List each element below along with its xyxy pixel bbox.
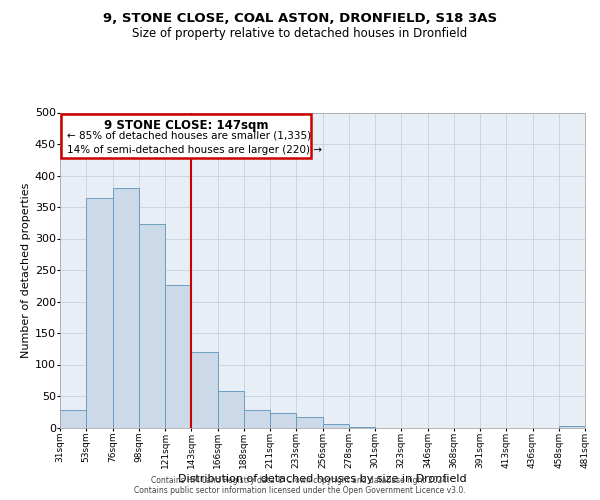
Text: Contains public sector information licensed under the Open Government Licence v3: Contains public sector information licen… [134,486,466,495]
Text: ← 85% of detached houses are smaller (1,335): ← 85% of detached houses are smaller (1,… [67,130,311,140]
Bar [323,424,349,428]
Y-axis label: Number of detached properties: Number of detached properties [20,182,31,358]
FancyBboxPatch shape [61,114,311,158]
Text: Size of property relative to detached houses in Dronfield: Size of property relative to detached ho… [133,28,467,40]
Text: 9, STONE CLOSE, COAL ASTON, DRONFIELD, S18 3AS: 9, STONE CLOSE, COAL ASTON, DRONFIELD, S… [103,12,497,26]
Text: Contains HM Land Registry data © Crown copyright and database right 2024.: Contains HM Land Registry data © Crown c… [151,476,449,485]
Bar [559,426,585,428]
Bar [244,410,270,428]
Text: 9 STONE CLOSE: 147sqm: 9 STONE CLOSE: 147sqm [104,119,268,132]
Bar [270,413,296,428]
Bar [139,224,165,428]
Bar [296,417,323,428]
Bar [86,198,113,428]
Bar [60,410,86,428]
Bar [165,285,191,428]
Bar [191,352,218,428]
Bar [218,391,244,428]
X-axis label: Distribution of detached houses by size in Dronfield: Distribution of detached houses by size … [178,474,467,484]
Text: 14% of semi-detached houses are larger (220) →: 14% of semi-detached houses are larger (… [67,144,322,154]
Bar [113,188,139,428]
Bar [349,427,375,428]
